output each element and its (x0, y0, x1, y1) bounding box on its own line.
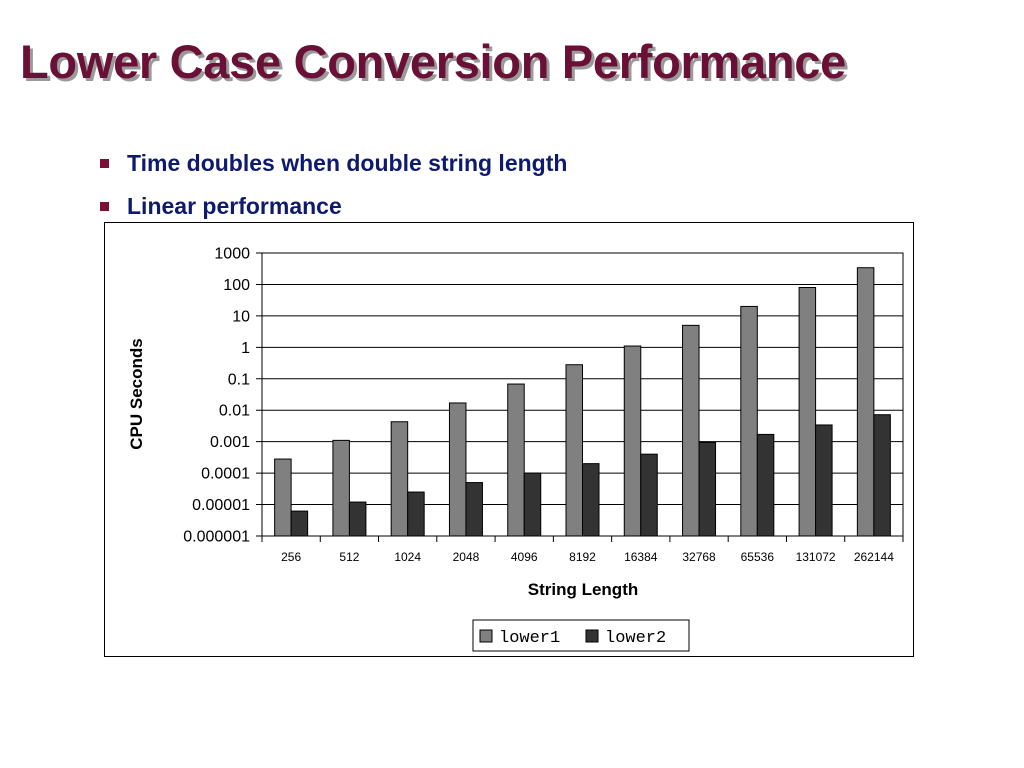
y-axis-title: CPU Seconds (127, 338, 146, 449)
bar-lower1 (448, 402, 467, 537)
bar-lower1 (507, 383, 525, 537)
bar-lower2 (873, 414, 891, 537)
x-tick-label: 4096 (511, 550, 538, 564)
bar-lower2 (756, 433, 775, 537)
bar-lower1 (332, 439, 350, 537)
x-tick-label: 262144 (854, 550, 894, 564)
bar-lower1 (565, 364, 583, 537)
legend-box (472, 619, 690, 652)
x-tick-label: 8192 (569, 550, 596, 564)
y-tick-label: 0.000001 (183, 529, 250, 546)
y-tick-label: 1 (241, 340, 250, 357)
x-tick-label: 2048 (453, 550, 480, 564)
bar-lower2 (348, 501, 367, 537)
y-tick-label: 0.001 (210, 434, 250, 451)
bullet-item: Time doubles when double string length (100, 142, 567, 185)
bar-lower1 (390, 421, 409, 537)
bar-lower1 (798, 286, 817, 537)
bar-lower1 (623, 345, 642, 537)
bar-lower2 (640, 453, 658, 537)
x-tick-label: 256 (281, 550, 301, 564)
bullet-text: Time doubles when double string length (127, 150, 568, 176)
y-tick-label: 0.1 (228, 371, 250, 388)
bar-lower2 (290, 510, 309, 537)
bar-lower1 (740, 305, 758, 537)
bar-lower2 (523, 472, 542, 537)
bullet-list: Time doubles when double string length L… (100, 142, 567, 228)
y-tick-label: 0.0001 (201, 466, 250, 483)
bar-lower2 (815, 424, 833, 537)
legend-swatch-lower1 (479, 629, 493, 643)
bullet-text: Linear performance (127, 193, 342, 219)
x-tick-label: 16384 (624, 550, 658, 564)
square-bullet-icon (100, 202, 109, 211)
x-tick-label: 131072 (796, 550, 836, 564)
bar-chart: 1000 100 10 1 0.1 0.01 0.001 0.0001 0.00001 0.000… (127, 246, 904, 652)
y-tick-label: 10 (232, 308, 250, 325)
y-tick-label: 0.00001 (192, 497, 250, 514)
bar-lower2 (582, 463, 600, 537)
bar-lower2 (465, 482, 483, 537)
x-axis-title: String Length (528, 580, 638, 599)
bar-lower2 (698, 441, 717, 537)
y-tick-label: 1000 (214, 246, 250, 263)
legend-label-lower1: lower1 (499, 629, 560, 648)
bullet-item: Linear performance (100, 185, 567, 228)
legend-label-lower2: lower2 (605, 629, 666, 648)
bar-lower2 (407, 491, 425, 537)
chart-frame: 1000 100 10 1 0.1 0.01 0.001 0.0001 0.00001 0.000… (104, 222, 914, 657)
legend-swatch-lower2 (585, 629, 599, 643)
bar-lower1 (682, 324, 700, 537)
slide-title: Lower Case Conversion Performance (20, 35, 846, 88)
x-tick-label: 512 (339, 550, 359, 564)
bar-lower1 (856, 267, 875, 537)
y-tick-label: 100 (223, 277, 250, 294)
x-tick-label: 1024 (394, 550, 421, 564)
x-tick-label: 65536 (741, 550, 775, 564)
bar-lower1 (274, 458, 292, 537)
y-tick-label: 0.01 (219, 403, 250, 420)
x-tick-label: 32768 (682, 550, 716, 564)
square-bullet-icon (100, 159, 109, 168)
